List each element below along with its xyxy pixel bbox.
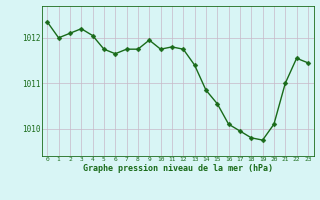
X-axis label: Graphe pression niveau de la mer (hPa): Graphe pression niveau de la mer (hPa) [83, 164, 273, 173]
